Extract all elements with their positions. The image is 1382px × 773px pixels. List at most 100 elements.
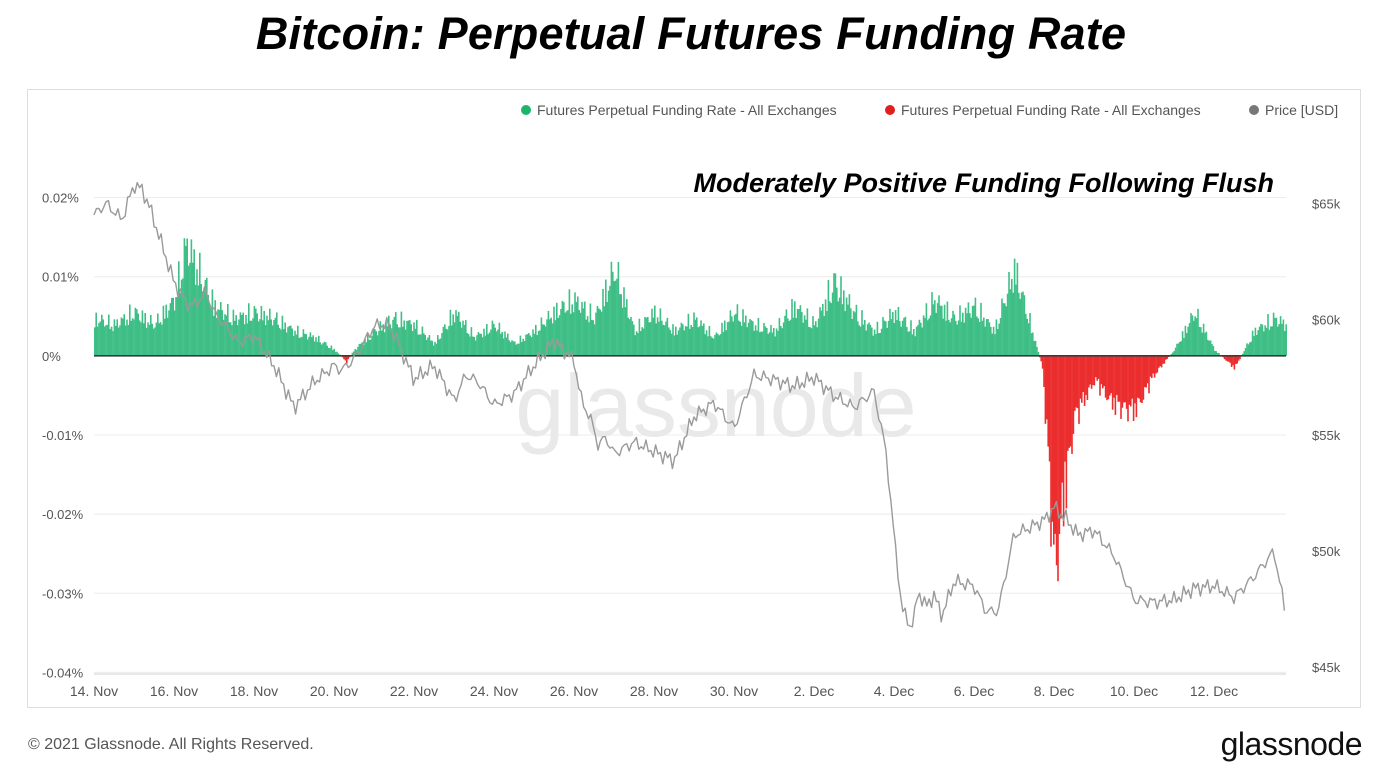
funding-bar-positive [620,294,622,356]
left-tick-label: -0.01% [42,428,84,443]
funding-bar-positive [768,332,771,356]
funding-bar-positive [845,297,848,356]
funding-bar-negative [1149,355,1152,377]
funding-bar-positive [358,343,361,356]
funding-bar-positive [165,304,167,356]
funding-bar-positive [500,333,502,356]
funding-bar-negative [1083,355,1086,407]
funding-bar-positive [633,324,635,356]
funding-bar-positive [325,342,327,356]
funding-bar-positive [241,315,243,356]
funding-bar-negative [1082,355,1084,393]
funding-bar-positive [533,333,536,356]
funding-bar-positive [672,324,674,356]
funding-bar-positive [105,325,107,356]
funding-bar-negative [1060,355,1062,519]
funding-bar-positive [1258,326,1261,356]
funding-bar-positive [1279,316,1282,356]
funding-bar-positive [788,320,790,356]
funding-bar-positive [579,312,582,356]
funding-bar-negative [1158,355,1160,368]
glassnode-logo[interactable]: glassnode [1220,726,1363,762]
legend-label[interactable]: Futures Perpetual Funding Rate - All Exc… [537,102,837,118]
funding-bar-positive [222,319,225,356]
legend-label[interactable]: Price [USD] [1265,102,1338,118]
funding-bar-positive [659,308,662,356]
funding-bar-positive [292,335,295,356]
funding-bar-positive [582,308,585,356]
funding-bar-positive [490,329,492,356]
funding-bar-positive [831,292,834,356]
funding-bar-positive [719,334,722,356]
funding-bar-positive [113,319,116,356]
funding-bar-positive [725,330,727,356]
funding-bar-positive [169,303,172,356]
funding-bar-positive [1026,318,1028,356]
funding-bar-positive [1285,324,1287,356]
funding-bar-positive [920,322,922,356]
funding-bar-positive [726,322,729,356]
funding-bar-positive [964,307,967,356]
funding-bar-positive [126,319,128,356]
funding-bar-negative [1043,355,1045,387]
funding-bar-positive [739,321,741,356]
funding-bar-positive [668,327,670,356]
funding-bar-positive [1015,284,1017,356]
funding-bar-negative [1124,355,1126,403]
funding-bar-positive [872,335,874,356]
left-axis: 0.02% 0.01% 0% -0.01% -0.02% -0.03% -0.04% [42,191,84,681]
funding-bar-positive [313,341,316,356]
funding-bar-positive [935,312,937,356]
funding-bar-positive [707,336,709,356]
funding-bar-positive [932,304,935,356]
funding-bar-positive [879,332,881,356]
right-tick-label: $50k [1312,544,1341,559]
funding-bar-positive [1247,344,1250,356]
funding-bar-positive [983,317,985,356]
funding-bar-positive [297,325,299,356]
funding-bar-positive [364,339,366,356]
funding-bar-positive [374,329,376,356]
funding-bar-positive [304,333,306,356]
funding-bar-negative [1223,355,1226,360]
funding-bar-positive [1036,346,1038,356]
funding-bar-positive [859,326,862,356]
funding-bar-positive [757,317,760,356]
funding-bar-positive [994,334,996,356]
funding-bar-negative [1138,355,1140,399]
funding-bar-positive [256,313,258,356]
funding-bar-positive [1202,323,1205,356]
funding-bar-positive [803,315,806,356]
funding-bar-positive [1012,292,1014,356]
funding-bar-positive [229,322,232,356]
funding-bar-positive [612,271,614,356]
funding-bar-positive [477,332,480,356]
funding-bar-positive [558,315,561,356]
legend-label[interactable]: Futures Perpetual Funding Rate - All Exc… [901,102,1201,118]
funding-bar-positive [971,305,974,356]
funding-bar-positive [203,290,205,356]
funding-bar-positive [637,333,639,356]
funding-bar-positive [988,322,991,356]
funding-bar-positive [326,345,328,356]
funding-bar-positive [1242,353,1244,356]
funding-bar-positive [766,327,768,356]
funding-bar-positive [262,320,264,356]
funding-bar-positive [1281,323,1283,356]
funding-bar-positive [1013,258,1016,356]
funding-bar-positive [850,308,852,356]
funding-bar-positive [267,320,270,356]
funding-bar-positive [281,315,284,356]
funding-bar-positive [1277,326,1279,356]
funding-bar-positive [159,322,162,356]
funding-bar-negative [1069,355,1072,447]
funding-bar-positive [990,326,992,356]
funding-bar-positive [1204,332,1206,356]
funding-bar-positive [330,345,333,356]
funding-bar-positive [547,310,550,356]
x-tick-label: 2. Dec [794,683,834,699]
price-line [93,181,1286,628]
funding-bar-positive [820,310,823,356]
funding-bar-negative [1072,355,1075,434]
funding-bar-positive [239,312,242,356]
